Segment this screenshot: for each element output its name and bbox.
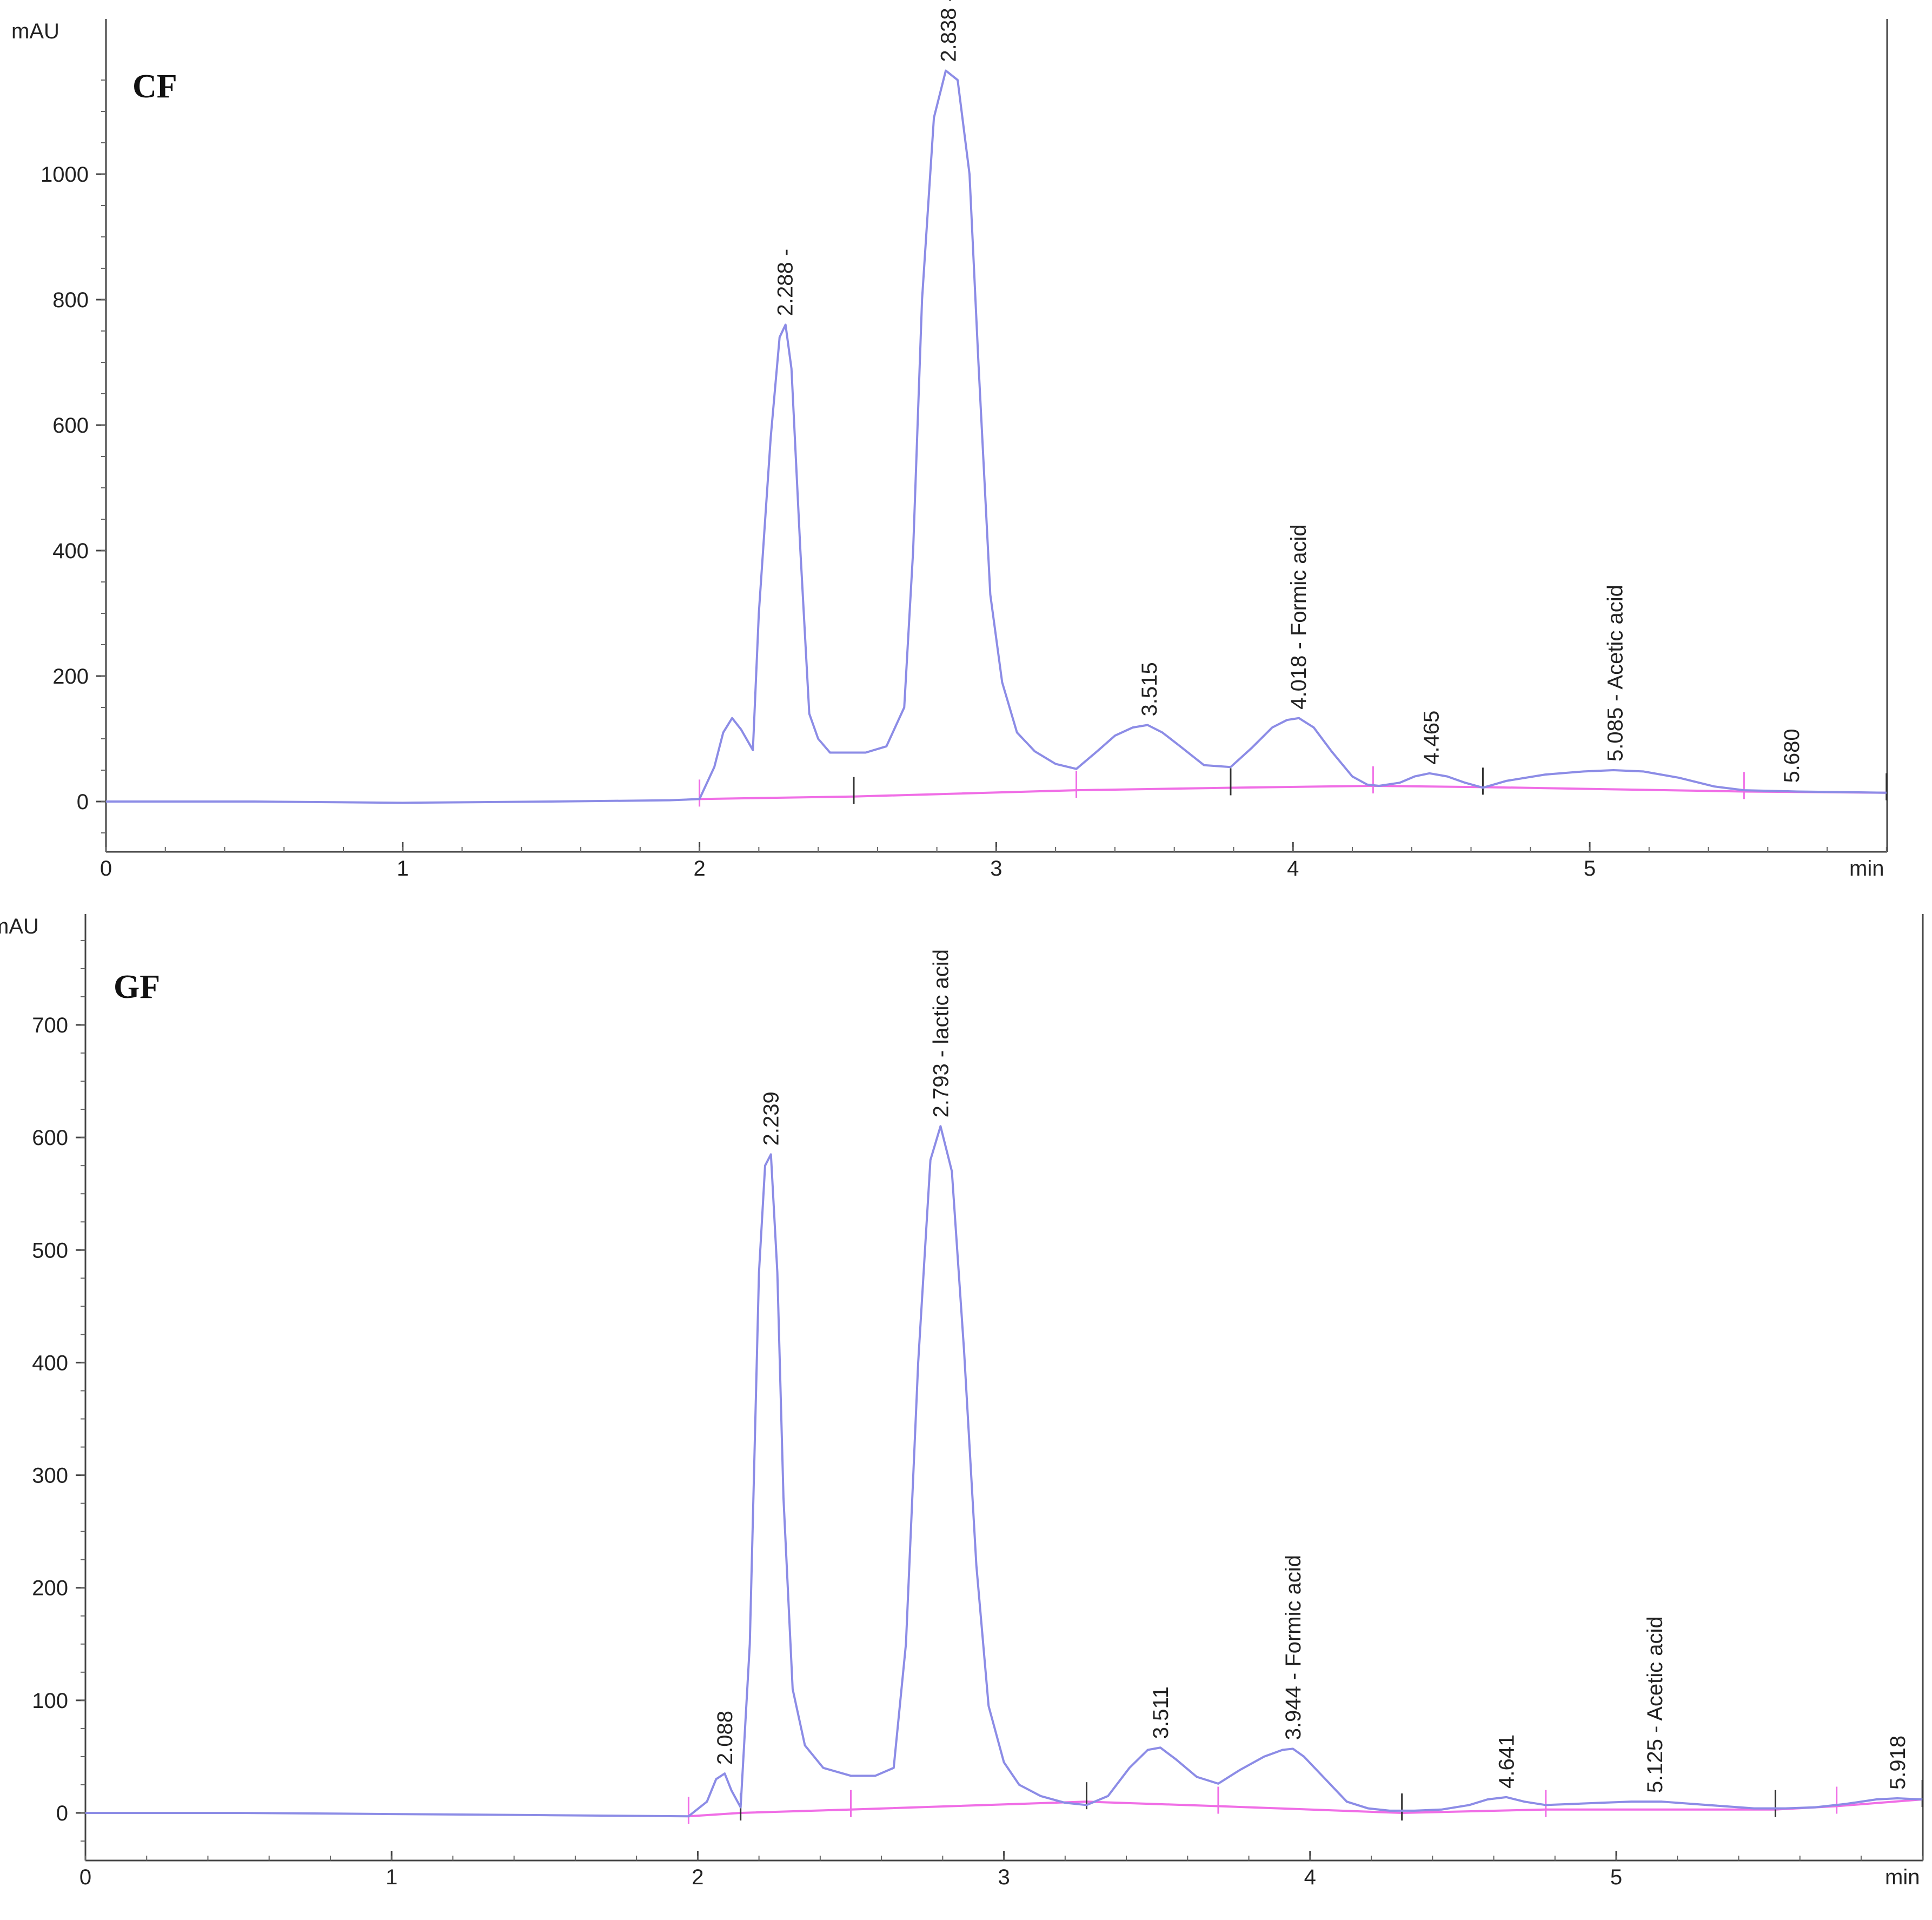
y-tick-label: 0 — [56, 1802, 68, 1825]
peak-label: 4.018 - Formic acid — [1287, 524, 1311, 709]
x-tick-label: 4 — [1287, 857, 1299, 880]
y-tick-label: 600 — [52, 414, 89, 438]
peak-label: 2.088 — [713, 1711, 737, 1765]
y-tick-label: 300 — [32, 1464, 68, 1488]
peak-label: 3.944 - Formic acid — [1282, 1555, 1305, 1740]
peak-label: 5.918 — [1886, 1736, 1910, 1790]
y-tick-label: 500 — [32, 1239, 68, 1262]
peak-label: 4.641 — [1495, 1734, 1519, 1789]
peak-label: 3.515 — [1138, 662, 1161, 716]
peak-label: 4.465 — [1419, 711, 1443, 765]
chart-panel-cf: 0 200 400 600 800 1000 0 1 2 3 4 5 mAU min CF 2.288 - 2.… — [11, 0, 1888, 880]
y-tick-label: 800 — [52, 288, 89, 312]
x-tick-label: 5 — [1610, 1865, 1622, 1889]
x-tick-label: 2 — [693, 857, 705, 880]
y-tick-label: 600 — [32, 1126, 68, 1150]
signal-trace — [106, 69, 1887, 804]
x-tick-label: 1 — [386, 1865, 397, 1889]
panel-label: GF — [114, 969, 160, 1005]
peak-label: 5.125 - Acetic acid — [1643, 1616, 1667, 1793]
peak-label: 2.793 - lactic acid — [929, 949, 953, 1117]
chart-panel-gf: 0 100 200 300 400 500 600 700 0 1 2 3 4 5 mAU min GF 2.08… — [0, 914, 1924, 1889]
x-tick-label: 2 — [692, 1865, 703, 1889]
y-tick-label: 700 — [32, 1014, 68, 1037]
y-axis-label: mAU — [11, 19, 59, 43]
y-axis-label: mAU — [0, 915, 39, 938]
x-axis-label: min — [1849, 857, 1884, 880]
y-tick-label: 1000 — [41, 163, 89, 187]
y-tick-label: 100 — [32, 1689, 68, 1713]
integration-baseline — [699, 784, 1887, 800]
y-tick-label: 200 — [52, 665, 89, 688]
peak-label: 5.085 - Acetic acid — [1604, 585, 1628, 762]
panel-label: CF — [132, 68, 177, 105]
x-tick-label: 0 — [100, 857, 112, 880]
x-tick-label: 3 — [990, 857, 1002, 880]
peak-label: 2.288 - — [774, 249, 798, 316]
x-tick-label: 0 — [79, 1865, 91, 1889]
x-tick-label: 3 — [998, 1865, 1010, 1889]
signal-trace — [85, 1125, 1923, 1818]
x-tick-label: 5 — [1584, 857, 1596, 880]
peak-label: 3.511 — [1149, 1686, 1173, 1739]
y-tick-label: 200 — [32, 1577, 68, 1600]
y-tick-label: 400 — [32, 1351, 68, 1375]
x-tick-label: 4 — [1304, 1865, 1316, 1889]
y-tick-label: 0 — [77, 790, 89, 814]
peak-label: 2.239 — [760, 1091, 784, 1146]
peak-label: 5.680 — [1780, 729, 1804, 783]
y-tick-label: 400 — [52, 539, 89, 563]
x-tick-label: 1 — [397, 857, 409, 880]
x-axis-label: min — [1885, 1865, 1920, 1889]
peak-label: 2.838 - Lactic acid — [937, 0, 960, 62]
